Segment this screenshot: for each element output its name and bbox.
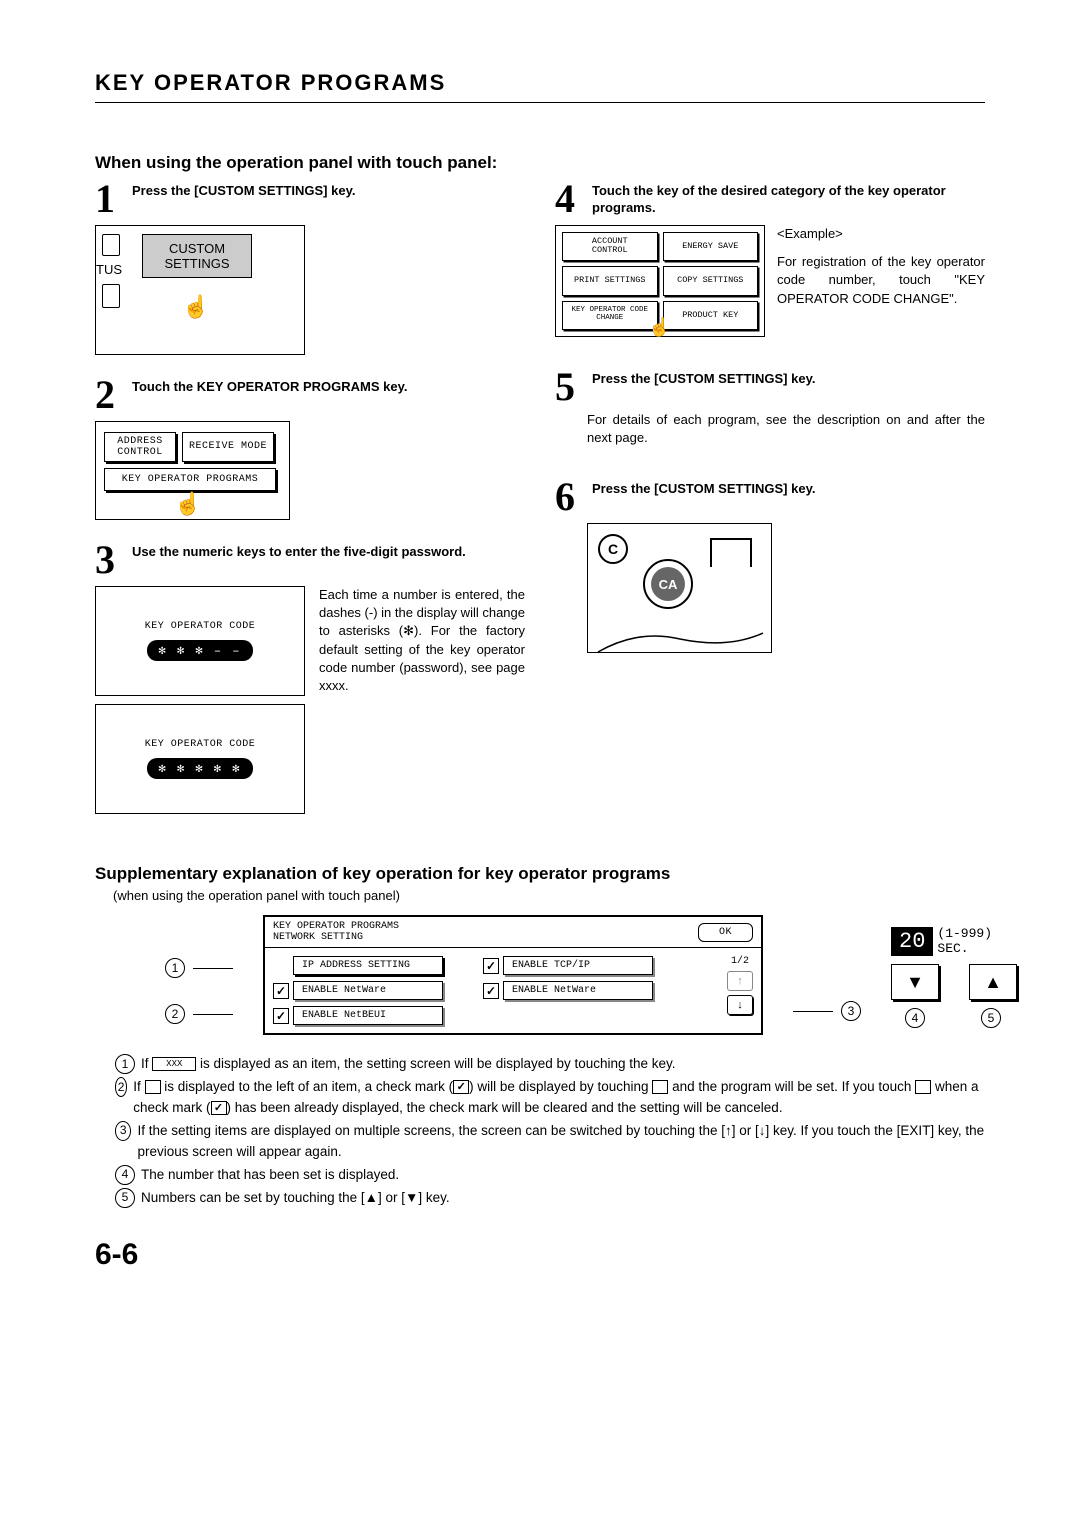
step-description: Each time a number is entered, the dashe… [319,586,525,814]
illustration-custom-settings: TUS CUSTOM SETTINGS ☝ [95,225,305,355]
panel-subtitle: NETWORK SETTING [273,932,399,943]
step-number: 4 [555,179,587,219]
example-label: <Example> [777,225,985,243]
illustration-kop: ADDRESS CONTROL RECEIVE MODE KEY OPERATO… [95,421,290,520]
panel-title: KEY OPERATOR PROGRAMS [273,921,399,932]
section-heading: When using the operation panel with touc… [95,153,985,173]
illustration-code-full: KEY OPERATOR CODE ✻ ✻ ✻ ✻ ✻ [95,704,305,814]
increment-button[interactable]: ▲ [969,964,1017,1000]
step-number: 1 [95,179,127,219]
checkbox-icon[interactable]: ✓ [273,983,289,999]
step-number: 5 [555,367,587,407]
callout-badge: 2 [115,1077,127,1097]
callout-badge: 5 [981,1008,1001,1028]
step-text: Press the [CUSTOM SETTINGS] key. [592,477,815,498]
pointer-icon: ☝ [648,317,670,338]
page-title: KEY OPERATOR PROGRAMS [95,70,985,103]
panel-item[interactable]: ENABLE NetWare [293,981,443,1000]
callout-badge: 3 [841,1001,861,1021]
counter-value: 20 [891,927,933,956]
empty-check-icon [915,1080,931,1094]
checkbox-icon[interactable]: ✓ [273,1008,289,1024]
check-icon: ✓ [211,1101,227,1115]
pointer-icon: ☝ [174,491,201,517]
settings-panel: KEY OPERATOR PROGRAMS NETWORK SETTING OK… [263,915,763,1035]
panel-item[interactable]: IP ADDRESS SETTING [293,956,443,975]
panel-item[interactable]: ENABLE NetBEUI [293,1006,443,1025]
callout-badge: 1 [115,1054,135,1074]
ok-button[interactable]: OK [698,923,753,942]
checkbox-icon[interactable]: ✓ [483,983,499,999]
page-indicator: 1/2 [731,956,749,967]
illustration-ca-button: C CA [587,523,772,653]
step-description: For details of each program, see the des… [587,411,985,447]
step-text: Press the [CUSTOM SETTINGS] key. [132,179,355,200]
page-number: 6-6 [95,1238,985,1272]
step-text: Touch the key of the desired category of… [592,179,985,217]
illustration-category-grid: ACCOUNT CONTROL ENERGY SAVE PRINT SETTIN… [555,225,765,337]
step-number: 3 [95,540,127,580]
callout-badge: 5 [115,1188,135,1208]
supplementary-heading: Supplementary explanation of key operati… [95,864,985,884]
callout-badge: 1 [165,958,185,978]
callout-badge: 4 [905,1008,925,1028]
scroll-up-button[interactable]: ↑ [727,971,753,991]
step-number: 2 [95,375,127,415]
empty-check-icon [145,1080,161,1094]
step-text: Touch the KEY OPERATOR PROGRAMS key. [132,375,407,396]
illustration-code-partial: KEY OPERATOR CODE ✻ ✻ ✻ – – [95,586,305,696]
check-icon: ✓ [453,1080,469,1094]
notes-list: 1 If XXX is displayed as an item, the se… [115,1054,985,1208]
pointer-icon: ☝ [182,294,209,320]
step-description: For registration of the key operator cod… [777,253,985,308]
item-box-icon: XXX [152,1057,196,1071]
supplementary-sub: (when using the operation panel with tou… [113,888,985,903]
callout-badge: 2 [165,1004,185,1024]
empty-check-icon [652,1080,668,1094]
decrement-button[interactable]: ▼ [891,964,939,1000]
panel-item[interactable]: ENABLE TCP/IP [503,956,653,975]
checkbox-icon[interactable]: ✓ [483,958,499,974]
callout-badge: 4 [115,1165,135,1185]
panel-item[interactable]: ENABLE NetWare [503,981,653,1000]
step-text: Press the [CUSTOM SETTINGS] key. [592,367,815,388]
scroll-down-button[interactable]: ↓ [727,995,753,1015]
step-text: Use the numeric keys to enter the five-d… [132,540,466,561]
step-number: 6 [555,477,587,517]
callout-badge: 3 [115,1121,131,1141]
